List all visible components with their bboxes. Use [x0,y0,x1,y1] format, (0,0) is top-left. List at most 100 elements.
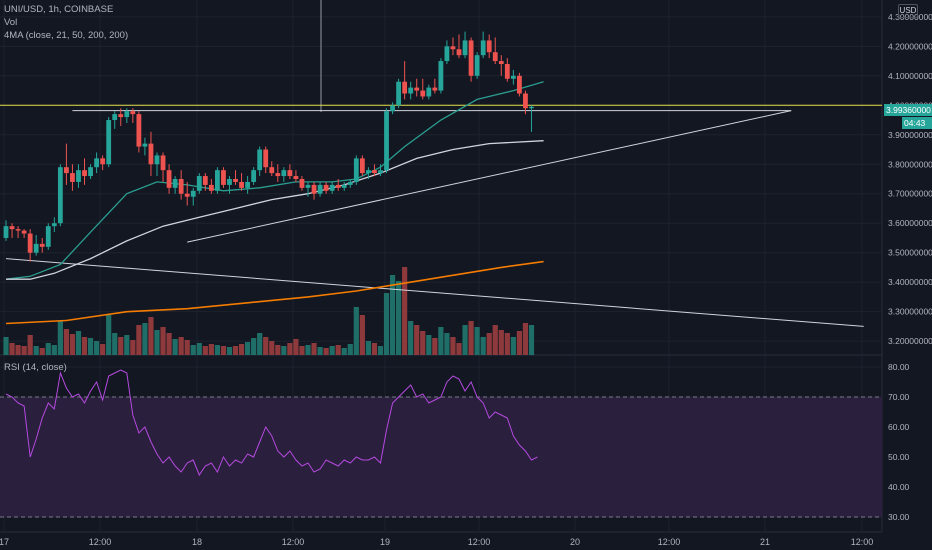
candle-body [21,230,27,234]
volume-bar [347,344,353,355]
moving-average-line [5,260,544,325]
candle-body [142,143,148,147]
trendline [5,258,864,327]
volume-bar [468,321,474,355]
volume-bar [21,346,27,355]
volume-bar [275,345,281,355]
candle-body [414,87,420,91]
candle-body [341,184,347,188]
x-tick-label: 17 [0,537,9,547]
volume-bar [106,315,112,355]
volume-bar [359,315,365,355]
volume-legend[interactable]: Vol [4,17,18,28]
y-tick-label: 3.50000000 [888,248,932,258]
candle-body [372,170,377,174]
volume-bar [486,333,492,355]
x-tick-label: 12:00 [851,537,874,547]
candle-body [438,61,444,91]
candle-body [76,170,81,182]
candle-body [408,87,414,94]
y-tick-label: 4.10000000 [888,71,932,81]
candle-body [329,184,335,191]
last-price-tag: 3.99360000 [884,104,932,116]
countdown-tag: 04:43 [902,117,932,129]
candle-body [190,190,196,197]
volume-bar [323,348,329,355]
volume-bar [269,341,275,355]
candle-body [517,75,522,94]
candle-body [498,61,504,65]
candle-body [51,223,57,227]
candle-body [233,179,238,182]
volume-bar [251,338,257,355]
volume-bar [190,345,196,355]
candle-body [486,40,492,53]
candle-body [317,184,323,194]
volume-bar [166,333,172,355]
candle-body [15,229,21,231]
volume-bar [27,335,33,355]
volume-bar [263,337,269,355]
volume-bar [377,346,384,355]
volume-bar [148,317,154,355]
volume-bar [154,330,160,355]
candle-body [390,105,395,112]
y-tick-label: 3.80000000 [888,159,932,169]
moving-average-layer [5,81,544,325]
volume-bar [100,344,106,355]
candle-body [402,81,408,94]
volume-bar [492,325,498,355]
x-tick-label: 19 [380,537,390,547]
moving-average-legend[interactable]: 4MA (close, 21, 50, 200, 200) [4,30,129,41]
volume-bar [9,343,15,355]
candle-body [269,167,275,174]
volume-bar [504,333,510,355]
candle-body [323,184,329,191]
trendline [187,110,792,243]
volume-bar [45,343,51,355]
x-tick-label: 21 [760,537,770,547]
volume-bar [130,340,136,355]
symbol-legend[interactable]: UNI/USD, 1h, COINBASE [4,4,114,15]
candle-body [426,87,432,97]
volume-bar [15,345,21,355]
volume-bar [371,343,378,355]
candle-body [178,179,184,194]
candle-body [456,49,462,56]
candle-body [444,46,450,62]
x-tick-label: 18 [192,537,202,547]
volume-bar [432,338,438,355]
volume-bar [208,344,214,355]
y-tick-label: 3.90000000 [888,130,932,140]
candle-body [293,176,299,179]
rsi-legend[interactable]: RSI (14, close) [4,362,67,373]
volume-bar [124,335,130,355]
candle-body [196,176,202,191]
candle-body [335,184,341,188]
candle-body [468,40,474,76]
candle-body [33,243,39,253]
moving-average-line [5,81,544,280]
volume-bar [232,346,239,355]
candle-body [311,184,317,194]
candle-body [281,170,287,177]
candle-body [245,181,250,188]
candle-body [420,90,426,97]
candle-body [396,81,401,106]
volume-bar [220,346,227,355]
volume-bar [353,307,359,355]
volume-bar [257,333,263,355]
x-tick-label: 20 [570,537,580,547]
candle-body [3,226,9,238]
volume-bar [522,323,529,355]
candle-body [275,173,281,177]
volume-bar [396,281,402,355]
volume-bar [293,339,299,355]
volume-bar [408,321,414,355]
currency-button[interactable]: USD [898,4,918,18]
candle-body [88,167,93,177]
candle-body [504,64,510,79]
volume-bar [474,327,480,355]
volume-bar [142,323,148,355]
